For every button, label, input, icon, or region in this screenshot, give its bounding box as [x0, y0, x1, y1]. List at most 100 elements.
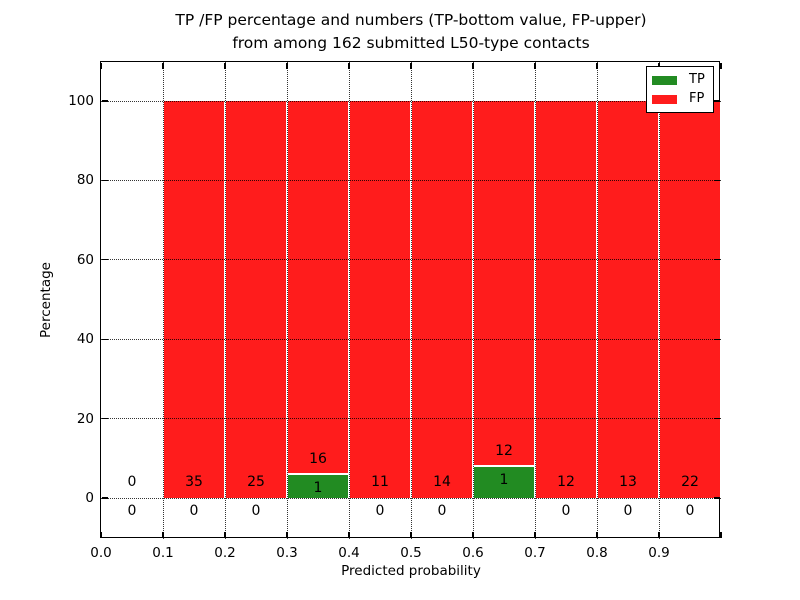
gridline-vertical — [162, 62, 164, 539]
tp-count-label: 0 — [251, 503, 261, 519]
gridline-vertical — [410, 62, 412, 539]
gridline-vertical — [348, 62, 350, 539]
x-tick-mark — [286, 532, 288, 538]
fp-legend-swatch — [652, 94, 677, 104]
y-tick-label: 0 — [85, 490, 94, 506]
chart-title-line1: TP /FP percentage and numbers (TP-bottom… — [175, 11, 647, 29]
y-tick-label: 60 — [76, 251, 94, 268]
y-tick-label: 100 — [68, 93, 94, 109]
x-tick-mark — [596, 63, 598, 69]
x-tick-mark — [720, 63, 722, 69]
fp-bar — [412, 101, 472, 498]
x-tick-mark — [348, 532, 350, 538]
tp-bar — [288, 474, 348, 498]
gridline-vertical — [472, 62, 474, 539]
gridline-horizontal — [101, 100, 721, 102]
x-tick-label: 0.9 — [648, 545, 670, 561]
tp-count-label: 1 — [499, 472, 509, 489]
x-tick-label: 0.7 — [524, 545, 546, 561]
fp-bar — [474, 101, 534, 468]
fp-bar — [350, 101, 410, 498]
legend: TP FP — [646, 66, 714, 113]
x-tick-label: 0.0 — [90, 545, 112, 561]
tp-legend-label: TP — [689, 72, 705, 87]
y-tick-label: 20 — [76, 410, 94, 427]
fp-bar — [660, 101, 720, 498]
y-tick-label: 40 — [76, 331, 94, 348]
chart-title-line2: from among 162 submitted L50-type contac… — [232, 34, 590, 52]
x-tick-mark — [658, 532, 660, 538]
x-tick-mark — [410, 63, 412, 69]
y-tick-mark — [102, 100, 108, 102]
tp-count-label: 0 — [375, 503, 385, 519]
x-tick-mark — [100, 532, 102, 538]
x-tick-mark — [162, 63, 164, 69]
x-tick-mark — [410, 532, 412, 538]
gridline-horizontal — [101, 418, 721, 420]
y-tick-mark — [714, 179, 720, 182]
x-tick-mark — [534, 63, 536, 69]
gridline-vertical — [286, 62, 288, 539]
fp-legend-label: FP — [689, 91, 705, 106]
x-tick-label: 0.6 — [462, 545, 484, 561]
chart-title: TP /FP percentage and numbers (TP-bottom… — [101, 9, 721, 55]
x-tick-mark — [534, 532, 536, 538]
x-tick-label: 0.3 — [276, 545, 298, 561]
y-tick-mark — [102, 338, 108, 340]
fp-count-label: 12 — [557, 474, 575, 490]
gridline-horizontal — [101, 338, 721, 340]
x-tick-mark — [472, 63, 474, 69]
y-tick-mark — [102, 497, 108, 499]
x-tick-mark — [348, 63, 350, 69]
gridline-horizontal — [101, 179, 721, 181]
y-tick-mark — [714, 259, 720, 261]
x-tick-mark — [224, 532, 226, 538]
x-tick-label: 0.5 — [400, 545, 422, 561]
y-tick-label: 80 — [76, 172, 94, 189]
fp-bar — [164, 101, 224, 498]
fp-count-label: 0 — [127, 474, 137, 490]
y-tick-mark — [714, 417, 720, 420]
x-axis-label: Predicted probability — [341, 563, 481, 579]
x-tick-mark — [100, 63, 102, 69]
y-tick-mark — [102, 179, 108, 182]
fp-bar — [598, 101, 658, 498]
fp-count-label: 35 — [185, 474, 203, 490]
x-tick-mark — [286, 63, 288, 69]
fp-bar — [226, 101, 286, 498]
gridline-vertical — [658, 62, 660, 539]
fp-count-label: 12 — [495, 443, 513, 460]
y-axis-label: Percentage — [38, 262, 54, 338]
fp-count-label: 13 — [619, 474, 637, 490]
fp-count-label: 25 — [247, 474, 265, 490]
tp-count-label: 0 — [685, 503, 695, 519]
tp-count-label: 0 — [127, 503, 137, 519]
fp-count-label: 14 — [433, 474, 451, 490]
legend-row-fp: FP — [647, 92, 713, 106]
tp-count-label: 0 — [437, 503, 447, 519]
y-tick-mark — [714, 338, 720, 340]
x-tick-mark — [224, 63, 226, 69]
fp-bar — [536, 101, 596, 498]
gridline-vertical — [534, 62, 536, 539]
x-tick-label: 0.8 — [586, 545, 608, 561]
tp-count-label: 0 — [561, 503, 571, 519]
y-tick-mark — [714, 497, 720, 499]
x-tick-mark — [720, 532, 722, 538]
gridline-horizontal — [101, 259, 721, 261]
y-tick-mark — [102, 417, 108, 420]
x-tick-label: 0.2 — [214, 545, 236, 561]
fp-bar — [288, 101, 348, 475]
gridline-horizontal — [101, 497, 721, 499]
x-tick-label: 0.4 — [338, 545, 360, 561]
fp-count-label: 11 — [371, 474, 389, 490]
tp-count-label: 1 — [313, 479, 323, 496]
x-tick-label: 0.1 — [152, 545, 174, 561]
tp-legend-swatch — [652, 75, 677, 85]
tp-bar — [474, 467, 534, 498]
gridline-vertical — [224, 62, 226, 539]
y-tick-mark — [102, 259, 108, 261]
fp-count-label: 16 — [309, 450, 327, 467]
tp-count-label: 0 — [623, 503, 633, 519]
